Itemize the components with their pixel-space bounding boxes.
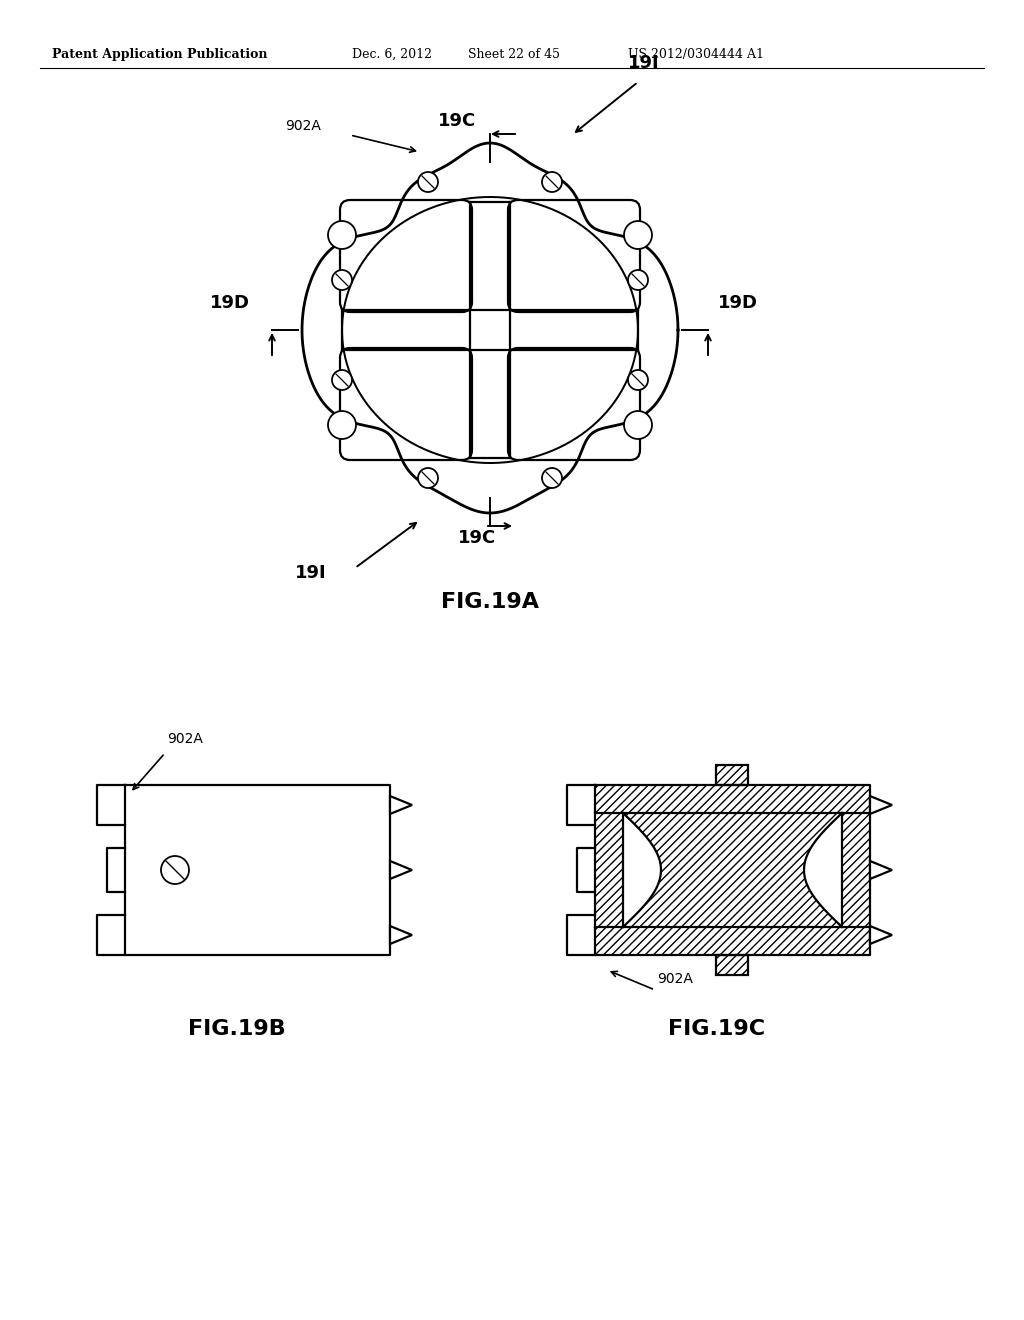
Text: 19D: 19D [718,294,758,312]
Text: Dec. 6, 2012: Dec. 6, 2012 [352,48,432,61]
Text: 19I: 19I [295,564,327,582]
Circle shape [332,370,352,389]
Polygon shape [390,927,412,944]
Bar [595,785,870,813]
Text: 19D: 19D [210,294,250,312]
Text: 902A: 902A [657,972,693,986]
Text: 902A: 902A [285,119,321,133]
Text: US 2012/0304444 A1: US 2012/0304444 A1 [628,48,764,61]
Circle shape [418,469,438,488]
Polygon shape [870,796,892,814]
Polygon shape [390,861,412,879]
Circle shape [161,855,189,884]
Circle shape [542,172,562,191]
Circle shape [328,220,356,249]
Text: FIG.19A: FIG.19A [441,591,539,612]
Circle shape [418,172,438,191]
Bar [595,813,623,927]
Polygon shape [870,927,892,944]
Circle shape [624,411,652,440]
Bar [716,954,748,975]
Bar [716,766,748,785]
Circle shape [332,271,352,290]
Text: Patent Application Publication: Patent Application Publication [52,48,267,61]
Circle shape [628,271,648,290]
Text: FIG.19C: FIG.19C [669,1019,766,1039]
Circle shape [542,469,562,488]
Bar [595,927,870,954]
Text: 19C: 19C [458,529,497,546]
Polygon shape [870,861,892,879]
Text: FIG.19B: FIG.19B [188,1019,286,1039]
Text: 902A: 902A [167,733,203,746]
Circle shape [628,370,648,389]
Text: 19I: 19I [628,54,659,73]
Circle shape [328,411,356,440]
Text: 19C: 19C [438,112,476,129]
Polygon shape [390,796,412,814]
Circle shape [624,220,652,249]
Bar [842,813,870,927]
Text: Sheet 22 of 45: Sheet 22 of 45 [468,48,560,61]
